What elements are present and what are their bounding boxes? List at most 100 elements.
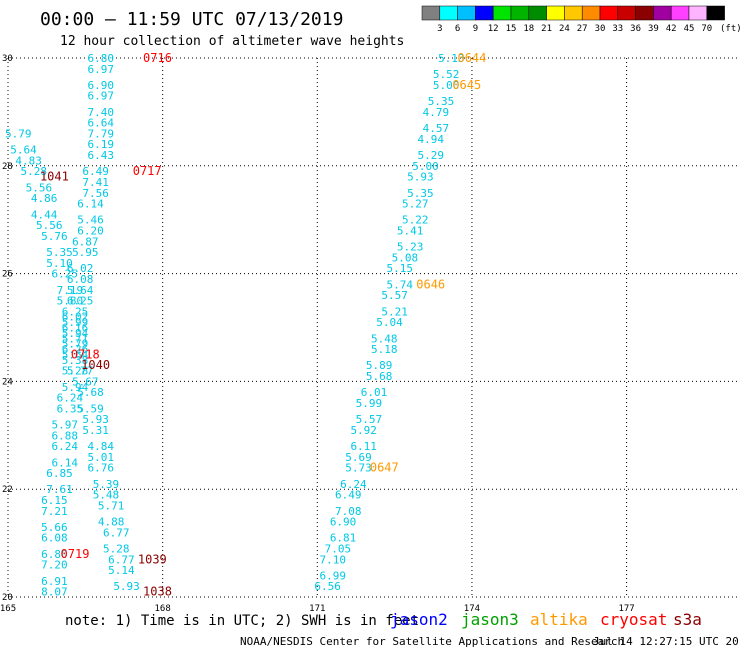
wave-height-label: 6.26: [62, 343, 89, 356]
wave-height-label: 6.80: [88, 52, 115, 65]
chart-title: 00:00 – 11:59 UTC 07/13/2019: [40, 9, 343, 30]
footer-note: note: 1) Time is in UTC; 2) SWH is in fe…: [65, 613, 419, 629]
wave-height-label: 6.16: [62, 322, 89, 335]
color-scale-box: [421, 5, 441, 21]
color-scale-box: [510, 5, 530, 21]
wave-height-label: 6.88: [51, 429, 78, 442]
wave-height-label: 4.86: [31, 192, 58, 205]
wave-height-label: 5.93: [82, 413, 109, 426]
wave-height-label: 5.57: [381, 289, 408, 302]
wave-height-label: 6.11: [350, 440, 377, 453]
wave-height-label: 7.20: [41, 559, 68, 572]
wave-height-label: 5.41: [397, 224, 424, 237]
data-labels: 6.806.976.906.977.406.647.796.196.436.49…: [5, 51, 486, 599]
wave-height-label: 6.97: [88, 63, 115, 76]
pass-time-label: 0717: [133, 164, 162, 178]
x-tick-label: 171: [309, 604, 325, 614]
y-tick-label: 24: [2, 377, 13, 387]
y-tick-label: 28: [2, 162, 13, 172]
wave-height-label: 5.89: [366, 359, 393, 372]
color-scale-box: [564, 5, 583, 21]
wave-height-label: 5.29: [417, 149, 444, 162]
x-tick-label: 165: [0, 604, 16, 614]
wave-height-label: 5.64: [10, 144, 37, 157]
wave-height-label: 6.08: [41, 532, 68, 545]
wave-height-label: 6.64: [88, 117, 115, 130]
color-scale-label: 45: [684, 24, 695, 34]
color-scale-unit: (ft): [720, 24, 740, 34]
wave-height-label: 6.24: [340, 478, 367, 491]
color-scale-box: [457, 5, 476, 21]
color-scale-box: [528, 5, 547, 21]
wave-height-label: 6.19: [88, 138, 115, 151]
color-scale-box: [617, 5, 636, 21]
wave-height-label: 6.20: [77, 224, 104, 237]
wave-height-label: 4.44: [31, 208, 58, 221]
wave-height-label: 6.25: [62, 305, 89, 318]
wave-height-label: 5.28: [103, 542, 130, 555]
wave-height-label: 4.83: [15, 154, 42, 167]
wave-height-label: 5.35: [46, 246, 73, 259]
pass-time-label: 1038: [143, 585, 172, 599]
wave-height-label: 5.74: [387, 278, 414, 291]
y-tick-label: 20: [2, 593, 13, 603]
wave-height-label: 5.27: [402, 198, 429, 211]
wave-height-label: 7.05: [325, 542, 352, 555]
wave-height-label: 7.19: [57, 284, 84, 297]
wave-height-label: 5.79: [5, 127, 32, 140]
wave-height-label: 5.38: [62, 354, 89, 367]
wave-height-label: 6.15: [41, 494, 68, 507]
wave-height-label: 5.35: [407, 187, 434, 200]
color-scale-label: 3: [437, 24, 442, 34]
y-tick-label: 22: [2, 485, 13, 495]
wave-height-label: 4.88: [98, 516, 125, 529]
wave-height-label: 5.76: [41, 230, 68, 243]
pass-time-label: 1041: [40, 170, 69, 184]
credit-text: NOAA/NESDIS Center for Satellite Applica…: [240, 635, 624, 648]
wave-height-label: 7.79: [88, 127, 115, 140]
wave-height-label: 6.24: [57, 392, 84, 405]
timestamp-text: Jul 14 12:27:15 UTC 2019: [593, 635, 740, 648]
wave-height-label: 5.94: [62, 381, 89, 394]
wave-height-label: 5.10: [46, 257, 73, 270]
wave-height-label: 4.57: [423, 122, 450, 135]
wave-height-label: 6.43: [88, 149, 115, 162]
wave-height-label: 5.23: [397, 241, 424, 254]
color-scale-box: [653, 5, 672, 21]
wave-height-label: 5.18: [371, 343, 398, 356]
y-tick-label: 30: [2, 54, 13, 64]
wave-height-label: 5.46: [77, 214, 104, 227]
wave-height-label: 6.80: [41, 548, 68, 561]
x-tick-label: 174: [464, 604, 480, 614]
wave-height-label: 8.07: [41, 586, 68, 599]
x-tick-label: 177: [618, 604, 634, 614]
wave-height-label: 7.61: [46, 483, 73, 496]
wave-height-label: 5.67: [72, 375, 99, 388]
wave-height-label: 5.69: [345, 451, 372, 464]
chart-subtitle: 12 hour collection of altimeter wave hei…: [60, 34, 404, 49]
color-scale-label: 9: [473, 24, 478, 34]
satellite-name-altika: altika: [530, 610, 588, 629]
wave-height-label: 6.87: [72, 235, 99, 248]
wave-height-label: 5.93: [407, 171, 434, 184]
wave-height-label: 5.39: [93, 478, 120, 491]
pass-time-label: 0646: [416, 277, 445, 291]
wave-height-label: 6.90: [330, 516, 357, 529]
wave-height-label: 5.93: [113, 580, 140, 593]
wave-height-label: 5.13: [438, 52, 465, 65]
wave-height-label: 5.64: [67, 284, 94, 297]
wave-height-label: 5.56: [26, 181, 53, 194]
wave-height-label: 5.56: [36, 219, 63, 232]
color-scale-label: 39: [648, 24, 659, 34]
wave-height-label: 5.73: [345, 462, 372, 475]
color-scale-label: 21: [541, 24, 552, 34]
color-scale-label: 36: [630, 24, 641, 34]
wave-height-label: 6.77: [108, 553, 135, 566]
wave-height-label: 6.08: [67, 273, 94, 286]
wave-height-label: 7.40: [88, 106, 115, 119]
color-scale-label: 12: [488, 24, 499, 34]
wave-height-label: 5.00: [412, 160, 439, 173]
color-scale-label: 42: [666, 24, 677, 34]
wave-height-label: 6.77: [103, 526, 130, 539]
color-scale-label: 70: [701, 24, 712, 34]
